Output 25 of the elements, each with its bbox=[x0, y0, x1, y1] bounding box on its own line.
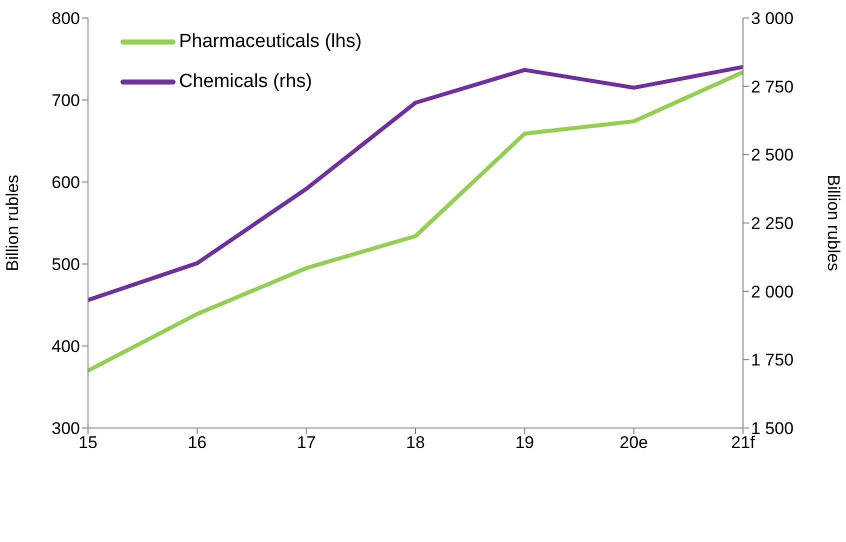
x-tick-label: 17 bbox=[296, 433, 316, 452]
legend-label: Pharmaceuticals (lhs) bbox=[179, 31, 362, 53]
y-tick-label: 400 bbox=[52, 337, 80, 356]
y-tick-label: 300 bbox=[52, 419, 80, 438]
y-tick-label: 700 bbox=[52, 91, 80, 110]
x-tick-label: 19 bbox=[515, 433, 534, 452]
y2-tick-label: 2 250 bbox=[751, 214, 794, 234]
y2-axis-title: Billion rubles bbox=[824, 174, 843, 272]
x-tick-label: 15 bbox=[78, 433, 98, 452]
y2-tick-label: 1 750 bbox=[751, 350, 794, 370]
y-axis-title: Billion rubles bbox=[3, 174, 22, 272]
line-series bbox=[86, 64, 745, 302]
y2-tick-label: 2 000 bbox=[751, 282, 794, 302]
legend-label: Chemicals (rhs) bbox=[179, 71, 312, 93]
y2-tick-label: 2 500 bbox=[751, 146, 794, 165]
x-tick-label: 16 bbox=[188, 433, 207, 452]
x-tick-label: 18 bbox=[406, 433, 425, 452]
y-tick-label: 600 bbox=[52, 173, 80, 192]
y2-tick-label: 3 000 bbox=[751, 9, 794, 28]
y2-tick-label: 2 750 bbox=[751, 77, 794, 96]
y-tick-label: 800 bbox=[52, 9, 80, 28]
line-series bbox=[86, 70, 745, 373]
x-tick-label: 20e bbox=[620, 433, 648, 452]
y-tick-label: 500 bbox=[52, 255, 80, 274]
x-tick-label: 21f bbox=[731, 433, 756, 452]
